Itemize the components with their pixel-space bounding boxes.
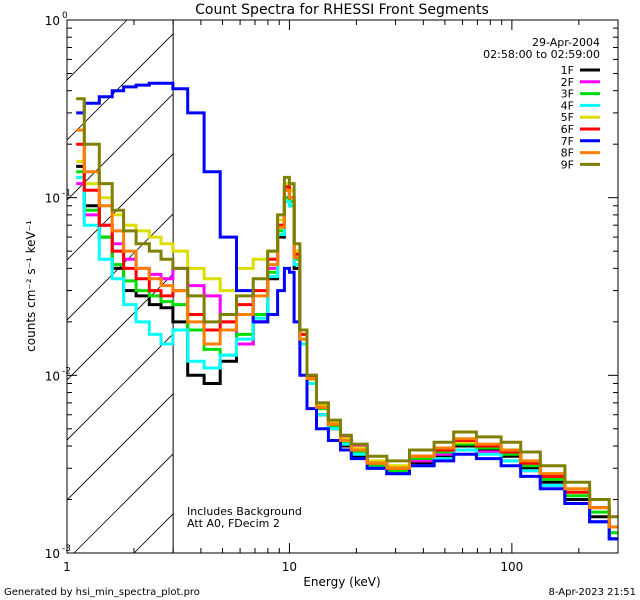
legend-label-8F: 8F — [561, 147, 574, 160]
y-tick-label: 10 — [45, 369, 60, 383]
hatch-line — [67, 33, 174, 141]
time-range-label: 02:58:00 to 02:59:00 — [483, 48, 600, 61]
y-tick-exponent: -1 — [62, 189, 71, 199]
legend-label-3F: 3F — [561, 88, 574, 101]
hatch-line — [73, 453, 174, 553]
timestamp-label: 8-Apr-2023 21:51 — [549, 587, 636, 598]
y-tick-exponent: 0 — [62, 11, 68, 21]
x-axis-tick-labels: 1 10 100 — [63, 560, 523, 574]
y-tick-label: 10 — [45, 192, 60, 206]
series-line-6F — [76, 142, 618, 529]
series-line-3F — [76, 170, 618, 535]
x-axis-label: Energy (keV) — [303, 575, 380, 589]
date-label: 29-Apr-2004 — [532, 36, 600, 49]
legend-label-6F: 6F — [561, 123, 574, 136]
chart-title: Count Spectra for RHESSI Front Segments — [195, 2, 489, 18]
x-tick-label: 10 — [282, 560, 297, 574]
legend-label-2F: 2F — [561, 76, 574, 89]
hatch-line — [67, 273, 174, 381]
annotation-background: Includes Background — [187, 505, 302, 518]
y-tick-label: 10 — [45, 14, 60, 28]
generated-by-label: Generated by hsi_min_spectra_plot.pro — [4, 587, 200, 598]
hatch-line — [67, 20, 128, 81]
series-group — [76, 81, 618, 541]
series-line-1F — [76, 164, 618, 541]
plot-frame — [66, 19, 619, 554]
hatch-line — [67, 333, 174, 441]
y-tick-label: 10 — [45, 547, 60, 561]
y-axis-label: counts cm⁻² s⁻¹ keV⁻¹ — [24, 220, 38, 352]
y-axis-ticks — [67, 27, 618, 554]
hatch-line — [67, 393, 174, 501]
y-tick-exponent: -3 — [62, 544, 71, 554]
y-tick-exponent: -2 — [62, 366, 71, 376]
legend-label-5F: 5F — [561, 111, 574, 124]
hatch-line — [67, 213, 174, 321]
series-line-9F — [76, 97, 618, 519]
series-line-4F — [76, 175, 618, 541]
legend-label-7F: 7F — [561, 135, 574, 148]
x-tick-label: 1 — [63, 560, 71, 574]
annotation-attenuator: Att A0, FDecim 2 — [187, 517, 280, 530]
x-tick-label: 100 — [500, 560, 523, 574]
legend-label-1F: 1F — [561, 64, 574, 77]
series-line-8F — [76, 128, 618, 529]
legend-label-9F: 9F — [561, 158, 574, 171]
legend-label-4F: 4F — [561, 99, 574, 112]
hatch-line — [67, 93, 174, 201]
